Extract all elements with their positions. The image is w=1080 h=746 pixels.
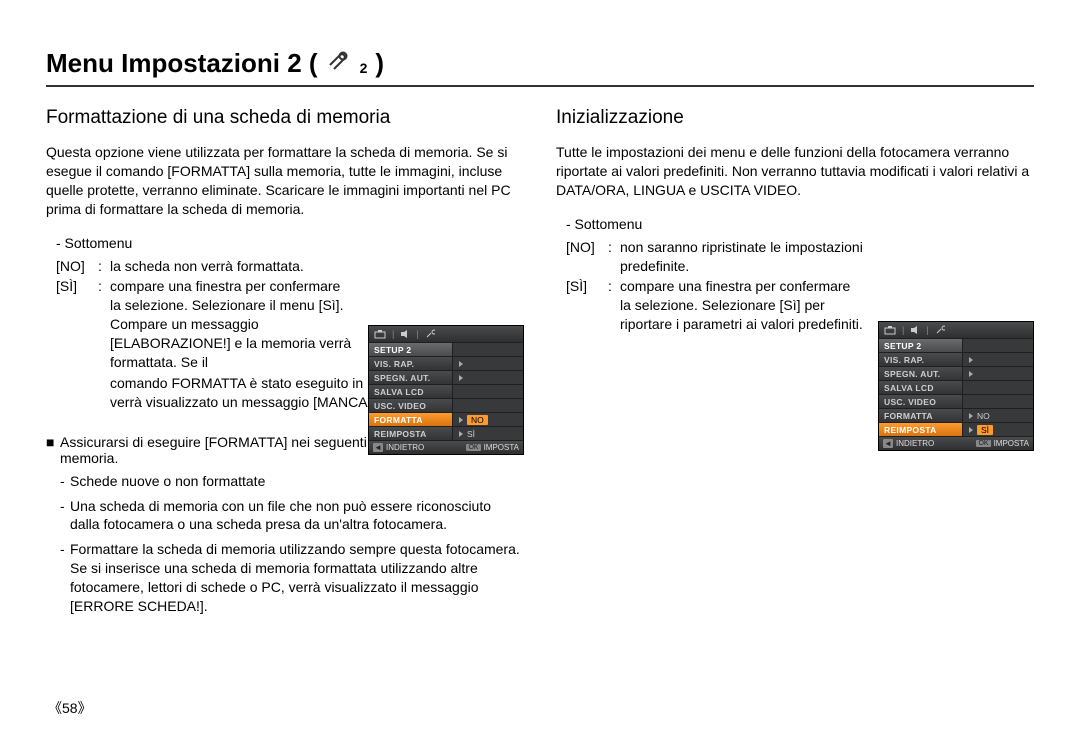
lcd-header-row: SETUP 2 bbox=[369, 342, 523, 356]
lcd-row: USC. VIDEO bbox=[879, 394, 1033, 408]
right-heading: Inizializzazione bbox=[556, 107, 1034, 129]
chevron-right-icon bbox=[969, 413, 973, 419]
dash-icon: - bbox=[60, 497, 70, 535]
lcd-bottom-bar: ◄INDIETRO OKIMPOSTA bbox=[369, 440, 523, 454]
divider-icon: | bbox=[416, 329, 418, 339]
left-heading: Formattazione di una scheda di memoria bbox=[46, 107, 524, 129]
lcd-row-selected: REIMPOSTASÌ bbox=[879, 422, 1033, 436]
lcd-top-icons: | | bbox=[879, 322, 1033, 338]
opt-key-si: [SÌ] bbox=[56, 277, 98, 371]
lcd-row: SALVA LCD bbox=[879, 380, 1033, 394]
wrench-small-icon bbox=[425, 329, 435, 339]
ok-badge: OK bbox=[466, 444, 480, 451]
opt-key-no: [NO] bbox=[566, 238, 608, 276]
chevron-right-icon bbox=[969, 357, 973, 363]
lcd-bottom-bar: ◄INDIETRO OKIMPOSTA bbox=[879, 436, 1033, 450]
divider-icon: | bbox=[926, 325, 928, 335]
lcd-row-selected: FORMATTANO bbox=[369, 412, 523, 426]
chevron-right-icon bbox=[459, 417, 463, 423]
chevron-right-icon bbox=[459, 361, 463, 367]
speaker-icon bbox=[400, 329, 410, 339]
lcd-row: VIS. RAP. bbox=[879, 352, 1033, 366]
opt-val-no: la scheda non verrà formattata. bbox=[110, 257, 524, 276]
lcd-row: REIMPOSTASÌ bbox=[369, 426, 523, 440]
camera-icon bbox=[884, 325, 896, 335]
title-rule bbox=[46, 85, 1034, 87]
chevron-right-icon bbox=[459, 375, 463, 381]
opt-key-no: [NO] bbox=[56, 257, 98, 276]
left-submenu-label: - Sottomenu bbox=[56, 235, 524, 251]
wrench-icon bbox=[326, 48, 352, 79]
lcd-row: SPEGN. AUT. bbox=[369, 370, 523, 384]
lcd-header: SETUP 2 bbox=[369, 343, 453, 356]
left-option-no: [NO] : la scheda non verrà formattata. bbox=[56, 257, 524, 276]
lcd-row: VIS. RAP. bbox=[369, 356, 523, 370]
subscript-2: 2 bbox=[360, 60, 368, 76]
lcd-header: SETUP 2 bbox=[879, 339, 963, 352]
page-number: 《58》 bbox=[48, 698, 92, 718]
left-column: Formattazione di una scheda di memoria Q… bbox=[46, 107, 524, 616]
opt-val-no: non saranno ripristinate le impostazioni… bbox=[620, 238, 1034, 276]
speaker-icon bbox=[910, 325, 920, 335]
title-text-2: ) bbox=[375, 48, 384, 79]
lcd-row: FORMATTANO bbox=[879, 408, 1033, 422]
dash-icon: - bbox=[60, 472, 70, 491]
bullet-1: Schede nuove o non formattate bbox=[70, 472, 524, 491]
camera-lcd-left: | | SETUP 2 VIS. RAP. SPEGN. AUT. SALVA … bbox=[368, 325, 524, 455]
manual-page: Menu Impostazioni 2 ( 2 ) Formattazione … bbox=[0, 0, 1080, 746]
lcd-header-row: SETUP 2 bbox=[879, 338, 1033, 352]
back-arrow-icon: ◄ bbox=[373, 443, 383, 452]
divider-icon: | bbox=[902, 325, 904, 335]
lcd-top-icons: | | bbox=[369, 326, 523, 342]
colon: : bbox=[98, 277, 110, 371]
right-submenu-label: - Sottomenu bbox=[566, 216, 1034, 232]
chevron-right-icon bbox=[969, 427, 973, 433]
lcd-row: SPEGN. AUT. bbox=[879, 366, 1033, 380]
title-text-1: Menu Impostazioni 2 ( bbox=[46, 48, 318, 79]
page-title: Menu Impostazioni 2 ( 2 ) bbox=[46, 48, 1034, 79]
right-intro: Tutte le impostazioni dei menu e delle f… bbox=[556, 143, 1034, 200]
dash-icon: - bbox=[60, 540, 70, 616]
camera-icon bbox=[374, 329, 386, 339]
opt-key-si: [SÌ] bbox=[566, 277, 608, 334]
colon: : bbox=[98, 257, 110, 276]
left-bullet-block: ■ Assicurarsi di eseguire [FORMATTA] nei… bbox=[46, 434, 524, 616]
right-option-no: [NO] : non saranno ripristinate le impos… bbox=[566, 238, 1034, 276]
wrench-small-icon bbox=[935, 325, 945, 335]
left-intro: Questa opzione viene utilizzata per form… bbox=[46, 143, 524, 219]
back-arrow-icon: ◄ bbox=[883, 439, 893, 448]
lcd-row: SALVA LCD bbox=[369, 384, 523, 398]
colon: : bbox=[608, 277, 620, 334]
lcd-row: USC. VIDEO bbox=[369, 398, 523, 412]
divider-icon: | bbox=[392, 329, 394, 339]
ok-badge: OK bbox=[976, 440, 990, 447]
camera-lcd-right: | | SETUP 2 VIS. RAP. SPEGN. AUT. SALVA … bbox=[878, 321, 1034, 451]
colon: : bbox=[608, 238, 620, 276]
chevron-right-icon bbox=[969, 371, 973, 377]
square-bullet-icon: ■ bbox=[46, 434, 60, 466]
bullet-3: Formattare la scheda di memoria utilizza… bbox=[70, 540, 524, 616]
right-column: Inizializzazione Tutte le impostazioni d… bbox=[556, 107, 1034, 616]
bullet-2: Una scheda di memoria con un file che no… bbox=[70, 497, 524, 535]
chevron-right-icon bbox=[459, 431, 463, 437]
